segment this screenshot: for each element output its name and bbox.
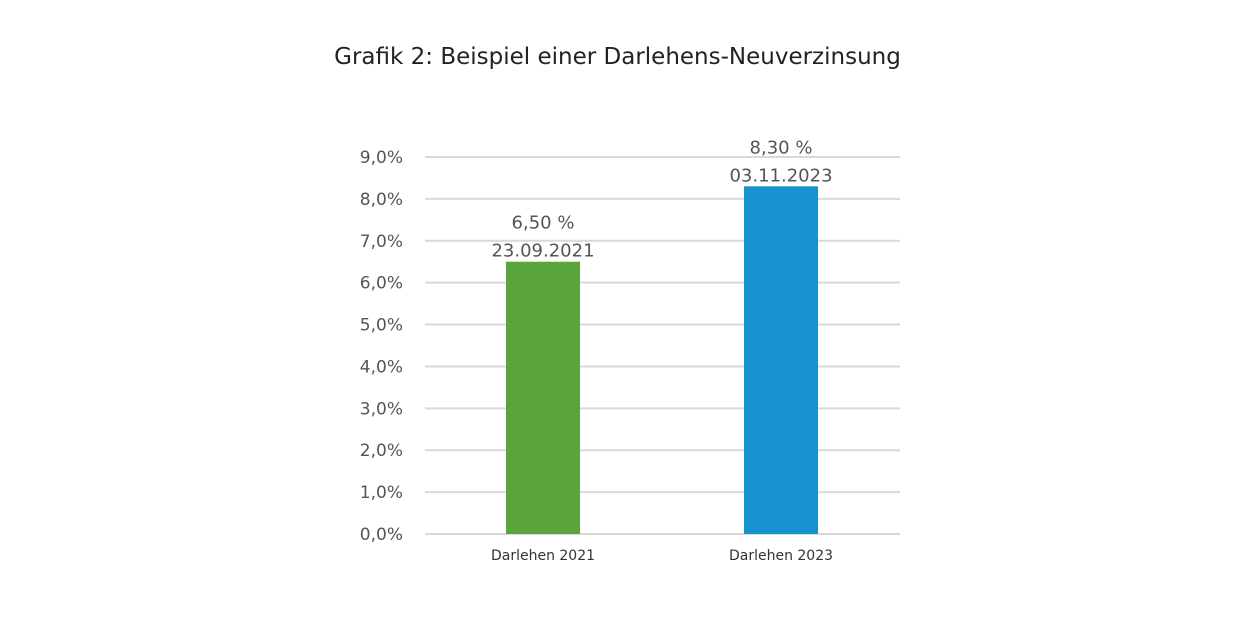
y-tick-label: 3,0% bbox=[360, 399, 403, 419]
y-tick-label: 2,0% bbox=[360, 441, 403, 461]
y-tick-label: 5,0% bbox=[360, 316, 403, 336]
bar-date-label: 03.11.2023 bbox=[729, 165, 832, 186]
y-tick-label: 6,0% bbox=[360, 274, 403, 294]
bars bbox=[506, 186, 818, 535]
bar bbox=[506, 261, 580, 534]
bar-date-label: 23.09.2021 bbox=[491, 241, 594, 262]
y-axis-ticks: 0,0% 1,0% 2,0% 3,0% 4,0% 5,0% 6,0% 7,0% 8,0% 9,0% bbox=[360, 148, 403, 545]
y-tick-label: 8,0% bbox=[360, 190, 403, 210]
bar-value-label: 8,30 % bbox=[750, 137, 813, 158]
bar bbox=[744, 186, 818, 535]
bar-value-label: 6,50 % bbox=[512, 213, 575, 234]
chart-title: Grafik 2: Beispiel einer Darlehens-Neuve… bbox=[334, 44, 901, 70]
x-axis-categories: Darlehen 2021 Darlehen 2023 bbox=[491, 548, 833, 564]
y-tick-label: 7,0% bbox=[360, 232, 403, 252]
gridlines bbox=[425, 156, 900, 535]
y-tick-label: 0,0% bbox=[360, 525, 403, 545]
y-tick-label: 4,0% bbox=[360, 357, 403, 377]
x-category-label: Darlehen 2021 bbox=[491, 548, 595, 564]
y-tick-label: 1,0% bbox=[360, 483, 403, 503]
y-tick-label: 9,0% bbox=[360, 148, 403, 168]
data-labels: 6,50 % 23.09.2021 8,30 % 03.11.2023 bbox=[491, 137, 832, 261]
x-category-label: Darlehen 2023 bbox=[729, 548, 833, 564]
